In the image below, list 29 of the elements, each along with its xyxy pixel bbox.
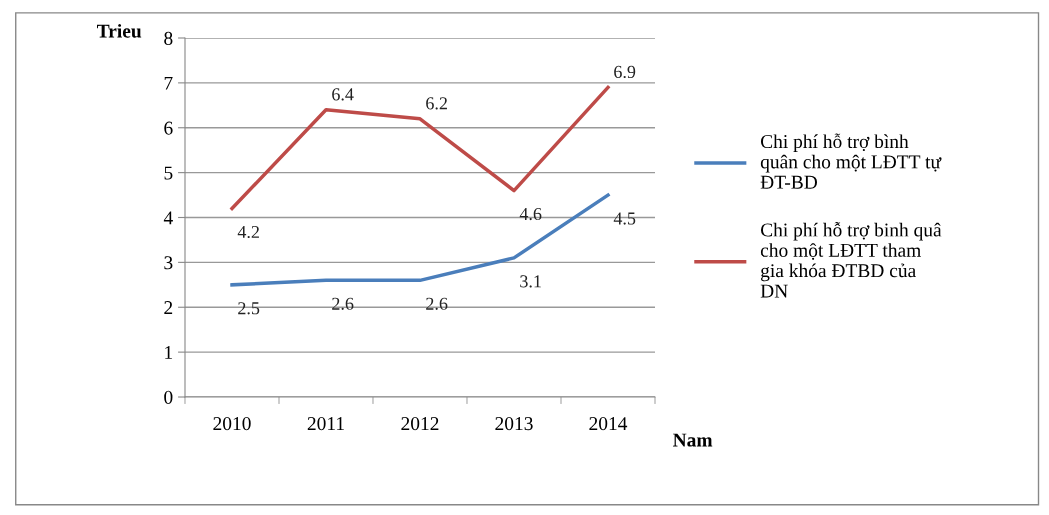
data-label: 2.6 xyxy=(332,297,354,310)
x-tick-label: 2014 xyxy=(589,417,628,431)
data-label: 2.5 xyxy=(238,302,260,315)
y-tick-label: 3 xyxy=(164,256,173,270)
data-label: 6.4 xyxy=(332,88,354,101)
y-axis-title: Trieu xyxy=(97,23,142,38)
data-label: 3.1 xyxy=(520,275,541,288)
x-tick-label: 2010 xyxy=(213,417,251,431)
data-label: 2.6 xyxy=(426,297,448,310)
y-tick-label: 4 xyxy=(163,211,173,225)
x-tick-label: 2011 xyxy=(307,417,344,431)
y-tick-label: 8 xyxy=(164,31,173,45)
legend-label: Chi phí hỗ trợ bình quân cho một LĐTT tự ĐT-BD xyxy=(760,133,942,189)
data-label: 4.2 xyxy=(237,225,259,239)
x-tick-label: 2012 xyxy=(401,417,439,431)
x-tick-label: 2013 xyxy=(495,417,533,431)
y-tick-label: 7 xyxy=(164,76,173,90)
y-tick-label: 6 xyxy=(164,121,173,135)
y-tick-label: 5 xyxy=(164,166,173,180)
y-tick-label: 2 xyxy=(164,301,173,314)
y-tick-label: 1 xyxy=(165,346,173,359)
data-label: 4.5 xyxy=(613,212,636,225)
data-label: 6.9 xyxy=(614,65,636,79)
line-series xyxy=(230,193,610,287)
data-label: 6.2 xyxy=(426,97,447,110)
legend-label: Chi phí hỗ trợ binh quâ cho một LĐTT tham gia khóa ĐTBD của DN xyxy=(760,221,942,298)
x-axis-title: Nam xyxy=(672,433,713,447)
y-tick-label: 0 xyxy=(164,390,173,404)
data-label: 4.6 xyxy=(519,207,542,221)
